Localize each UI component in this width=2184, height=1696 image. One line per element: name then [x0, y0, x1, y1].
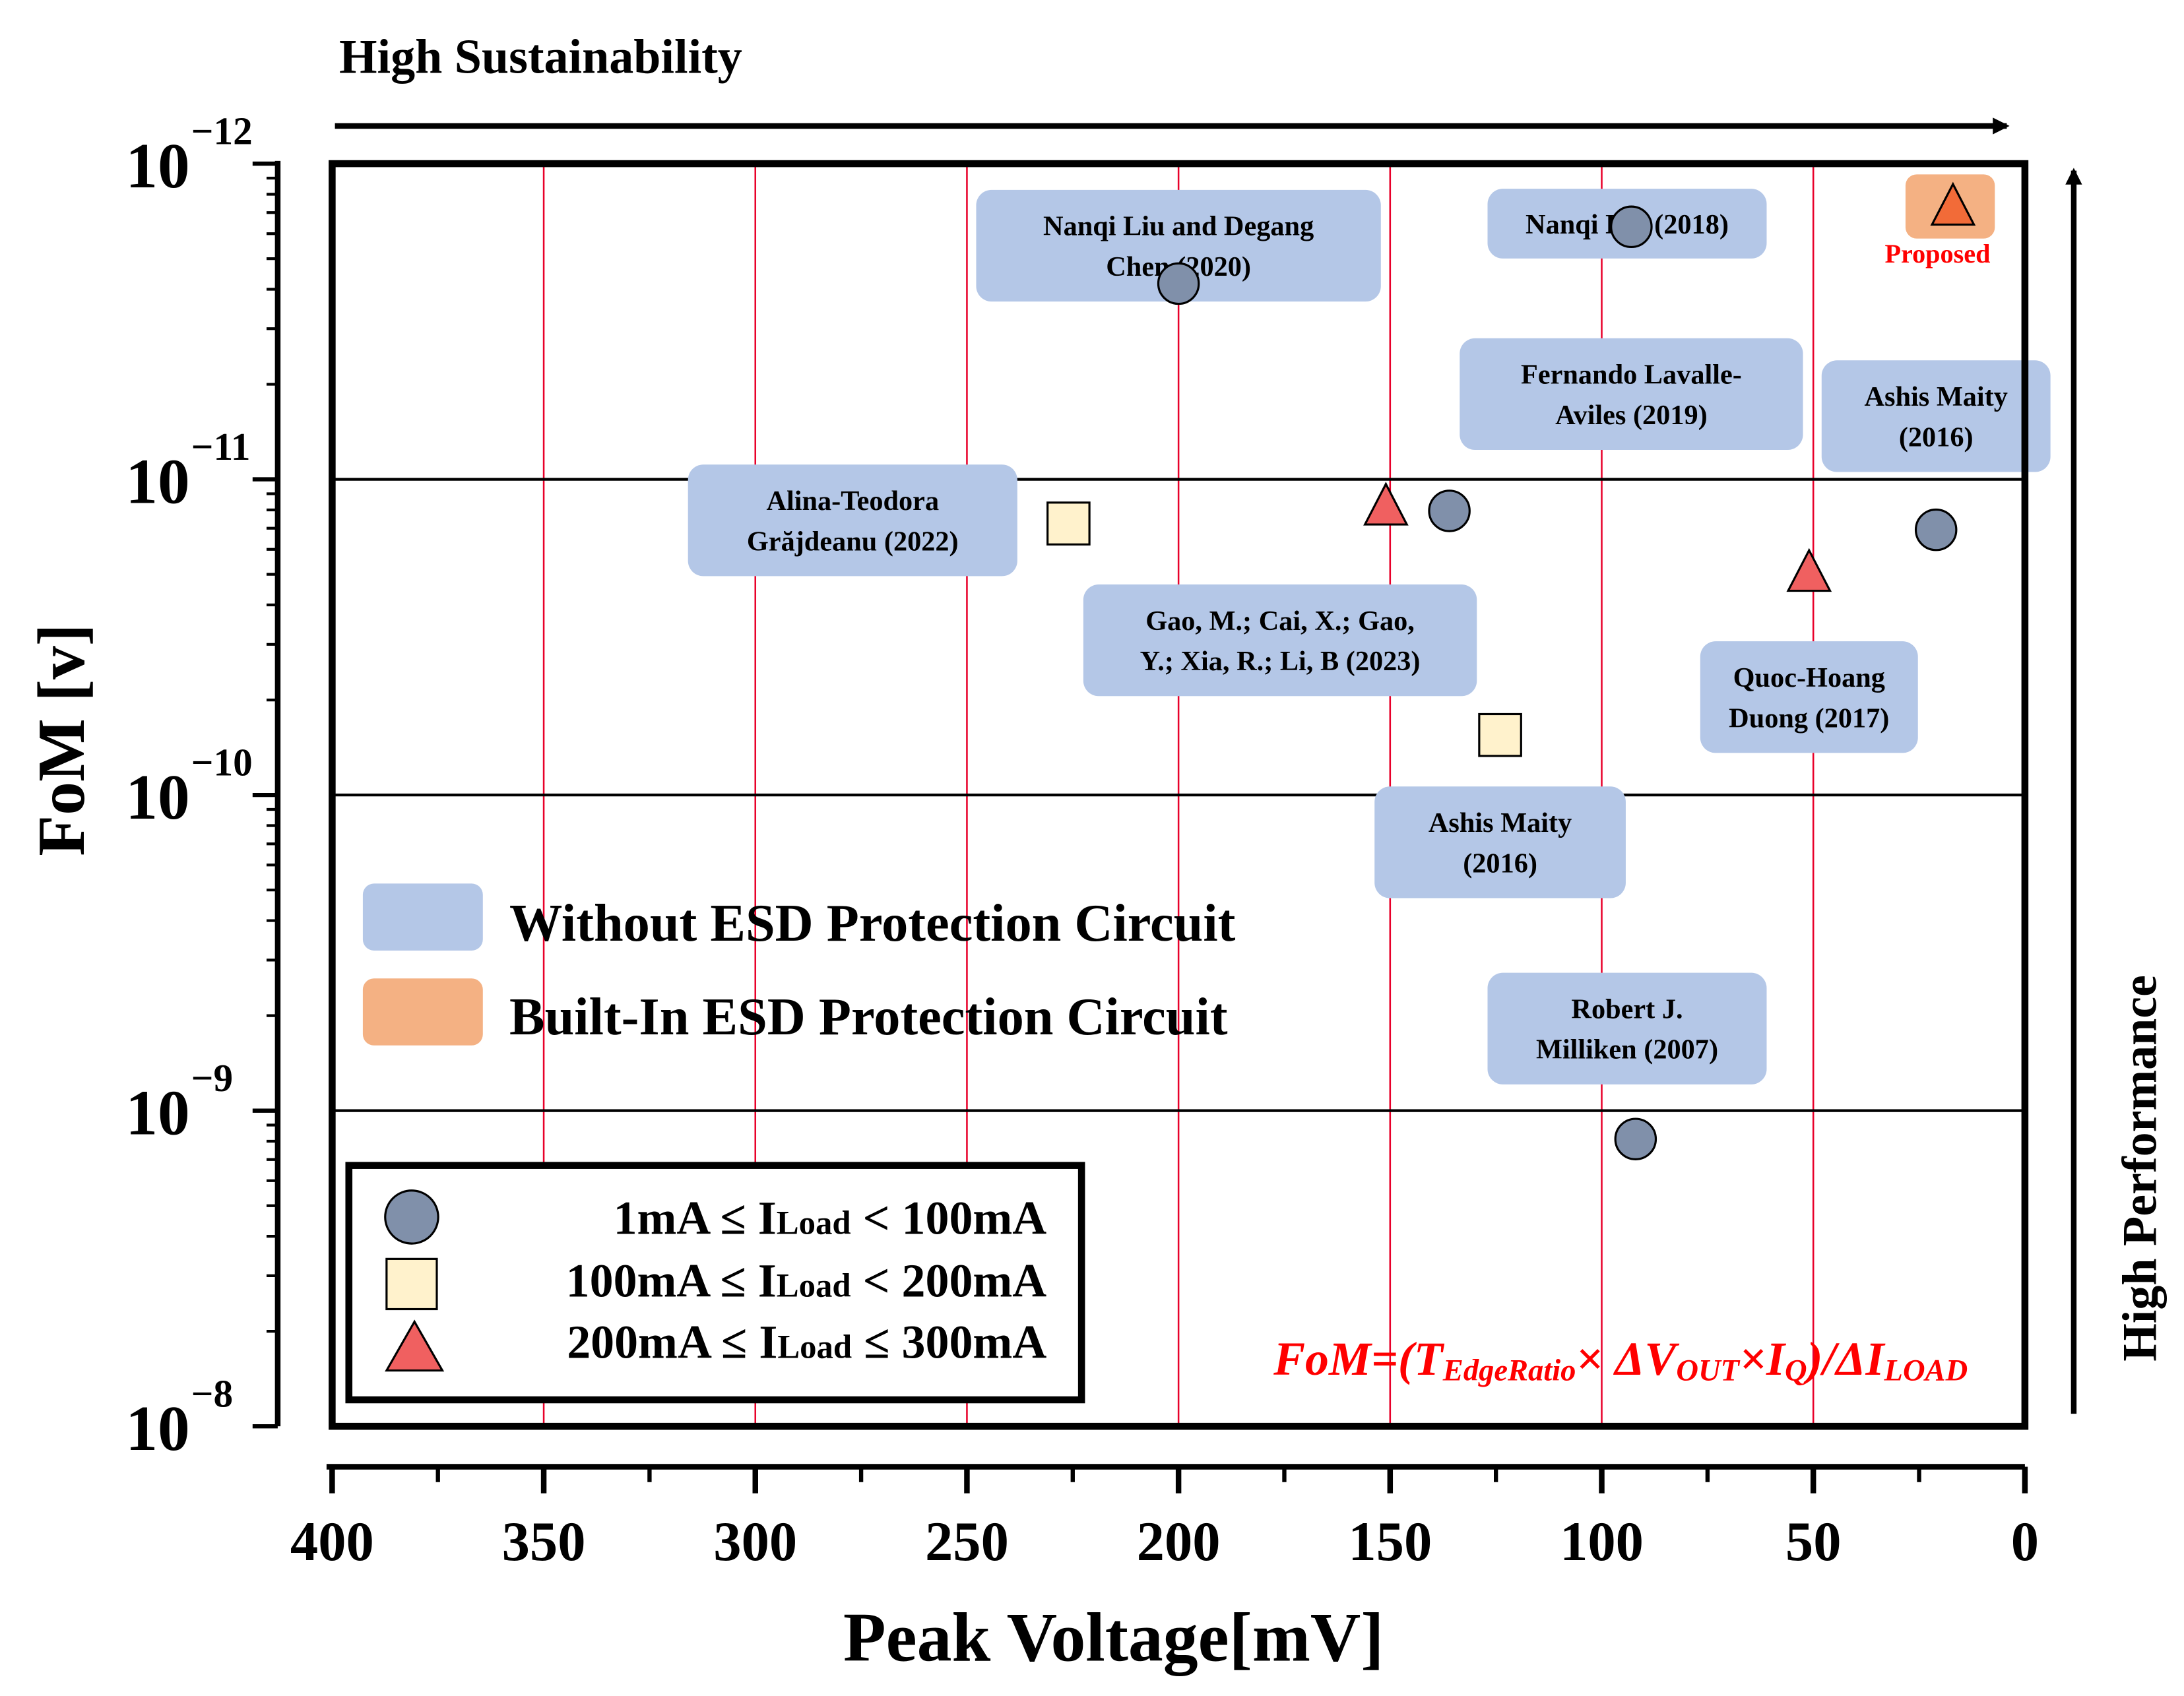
y-tick-label: 10: [125, 1078, 189, 1149]
annotation-text: Gao, M.; Cai, X.; Gao,: [1145, 606, 1415, 637]
y-tick-label: 10: [125, 131, 189, 202]
annotation-box: [1821, 360, 2051, 472]
x-tick-label: 400: [290, 1511, 374, 1573]
data-point-circle: [1157, 262, 1200, 305]
builtin-esd-label: Built-In ESD Protection Circuit: [509, 988, 1228, 1046]
annotation-text: Aviles (2019): [1555, 400, 1708, 431]
x-tick-label: 0: [2011, 1511, 2039, 1573]
y-tick-base: 10: [125, 131, 189, 202]
y-tick-label: 10: [125, 1393, 189, 1464]
y-tick-base: 10: [125, 1078, 189, 1149]
without-esd-swatch: [362, 883, 483, 951]
y-tick-exponent: −11: [191, 425, 251, 468]
proposed-label: Proposed: [1884, 239, 1990, 268]
data-point-square: [1478, 712, 1522, 757]
x-tick-label: 300: [713, 1511, 797, 1573]
x-tick-label: 250: [925, 1511, 1009, 1573]
right-arrow-label: High Performance: [2113, 975, 2168, 1362]
x-tick-label: 100: [1560, 1511, 1644, 1573]
x-tick-label: 350: [502, 1511, 586, 1573]
data-point-triangle: [1363, 482, 1409, 526]
annotation-box: [1374, 786, 1626, 898]
annotation-box: [1083, 584, 1477, 697]
data-point-circle: [1428, 489, 1471, 532]
data-point-triangle-proposed: [1930, 181, 1976, 226]
x-tick-label: 50: [1785, 1511, 1842, 1573]
annotation-text: Milliken (2007): [1536, 1034, 1718, 1065]
fom-formula: FoM=(TEdgeRatio× ΔVOUT×IQ)/ΔILOAD: [1273, 1333, 1968, 1387]
gridlines: [332, 164, 2025, 1427]
annotation-text: Fernando Lavalle-: [1521, 360, 1742, 391]
annotation-box: [688, 464, 1017, 577]
legend-square-marker: [385, 1257, 438, 1311]
annotation-box: [976, 189, 1381, 302]
legend-circle-label: 1mA ≤ ILoad < 100mA: [614, 1191, 1047, 1244]
legend-square-label: 100mA ≤ ILoad < 200mA: [566, 1254, 1047, 1307]
load-current-legend: 1mA ≤ ILoad < 100mA 100mA ≤ ILoad < 200m…: [345, 1162, 1085, 1404]
data-points: [1046, 181, 1976, 1160]
annotation-text: Y.; Xia, R.; Li, B (2023): [1140, 646, 1421, 677]
legend-triangle-marker: [385, 1319, 445, 1372]
y-axis-label: FoM [v]: [24, 623, 98, 856]
y-tick-exponent: −12: [191, 109, 253, 152]
annotation-text: Quoc-Hoang: [1733, 662, 1885, 693]
annotation-text: Ashis Maity: [1429, 807, 1572, 838]
annotation-text: (2016): [1463, 848, 1537, 879]
y-tick-base: 10: [125, 447, 189, 518]
x-axis-ticks: 400 350 300 250 200 150 100 50 0: [290, 1466, 2039, 1573]
plot-frame: [329, 160, 2029, 1430]
annotation-text: Duong (2017): [1729, 703, 1889, 734]
data-point-square: [1046, 501, 1091, 546]
annotation-box: [1700, 641, 1918, 753]
annotation-text: Robert J.: [1571, 993, 1683, 1024]
legend-frame: [345, 1162, 1085, 1404]
y-tick-exponent: −10: [191, 741, 253, 784]
x-tick-label: 150: [1348, 1511, 1432, 1573]
data-point-circle: [1914, 508, 1958, 551]
data-point-circle: [1614, 1117, 1657, 1160]
data-point-circle: [1610, 205, 1653, 249]
y-tick-label: 10: [125, 447, 189, 518]
annotation-text: Alina-Teodora: [766, 486, 939, 517]
y-tick-label: 10: [125, 762, 189, 833]
x-axis-label: Peak Voltage[mV]: [843, 1598, 1384, 1676]
annotation-box: [1460, 338, 1803, 451]
x-tick-label: 200: [1137, 1511, 1221, 1573]
y-tick-exponent: −9: [191, 1056, 233, 1100]
annotation-box: [1487, 972, 1767, 1084]
y-tick-exponent: −8: [191, 1372, 233, 1416]
data-point-triangle: [1786, 548, 1832, 592]
annotation-text: (2016): [1899, 422, 1974, 453]
annotation-text: Ashis Maity: [1865, 381, 2008, 412]
builtin-esd-swatch: [362, 978, 483, 1046]
annotation-text: Nanqi Liu and Degang: [1043, 211, 1314, 242]
y-tick-base: 10: [125, 1393, 189, 1464]
top-arrow-label: High Sustainability: [339, 30, 742, 84]
y-tick-base: 10: [125, 762, 189, 833]
legend-triangle-label: 200mA ≤ ILoad ≤ 300mA: [567, 1316, 1046, 1369]
legend-circle-marker: [384, 1189, 439, 1245]
esd-legend: Without ESD Protection Circuit Built-In …: [362, 883, 1236, 1046]
annotation-text: Grăjdeanu (2022): [747, 526, 959, 557]
without-esd-label: Without ESD Protection Circuit: [509, 894, 1236, 953]
